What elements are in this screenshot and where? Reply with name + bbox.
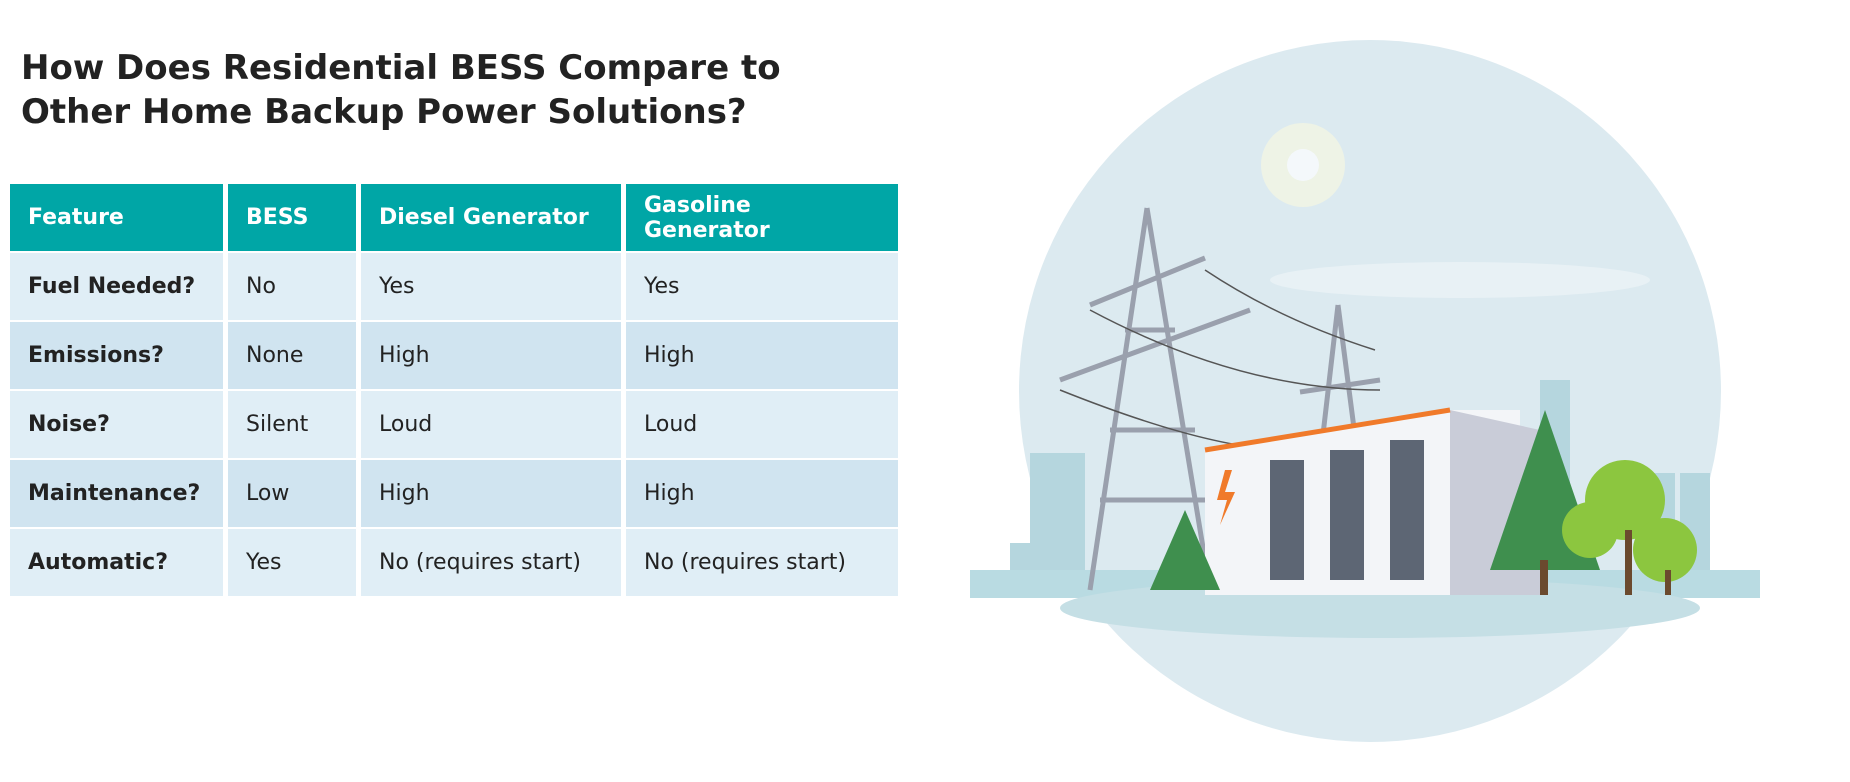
cell: High	[361, 322, 626, 391]
column-header: BESS	[228, 184, 361, 253]
table-row: Fuel Needed? No Yes Yes	[10, 253, 898, 322]
cell: Yes	[626, 253, 898, 322]
column-header: Feature	[10, 184, 228, 253]
table-row: Automatic? Yes No (requires start) No (requ…	[10, 529, 898, 598]
cell: Loud	[361, 391, 626, 460]
table-row: Noise? Silent Loud Loud	[10, 391, 898, 460]
cell: Yes	[361, 253, 626, 322]
cell: Low	[228, 460, 361, 529]
row-label: Fuel Needed?	[10, 253, 228, 322]
cell: Silent	[228, 391, 361, 460]
cell: None	[228, 322, 361, 391]
cell: No (requires start)	[626, 529, 898, 598]
cell: Loud	[626, 391, 898, 460]
table-row: Emissions? None High High	[10, 322, 898, 391]
column-header: Diesel Generator	[361, 184, 626, 253]
header-row: Feature BESS Diesel Generator Gasoline Gene…	[10, 184, 898, 253]
row-label: Maintenance?	[10, 460, 228, 529]
table-row: Maintenance? Low High High	[10, 460, 898, 529]
column-header: Gasoline Generator	[626, 184, 898, 253]
table-header: Feature BESS Diesel Generator Gasoline Gene…	[10, 184, 898, 253]
cell: High	[626, 460, 898, 529]
cell: High	[626, 322, 898, 391]
cell: No	[228, 253, 361, 322]
comparison-table: Feature BESS Diesel Generator Gasoline Gene…	[10, 184, 898, 598]
cell: No (requires start)	[361, 529, 626, 598]
page-title: How Does Residential BESS Compare to Oth…	[21, 48, 781, 132]
illustration	[970, 40, 1760, 742]
row-label: Automatic?	[10, 529, 228, 598]
cell: High	[361, 460, 626, 529]
row-label: Emissions?	[10, 322, 228, 391]
table-body: Fuel Needed? No Yes Yes Emissions? None High Hi…	[10, 253, 898, 598]
row-label: Noise?	[10, 391, 228, 460]
cell: Yes	[228, 529, 361, 598]
